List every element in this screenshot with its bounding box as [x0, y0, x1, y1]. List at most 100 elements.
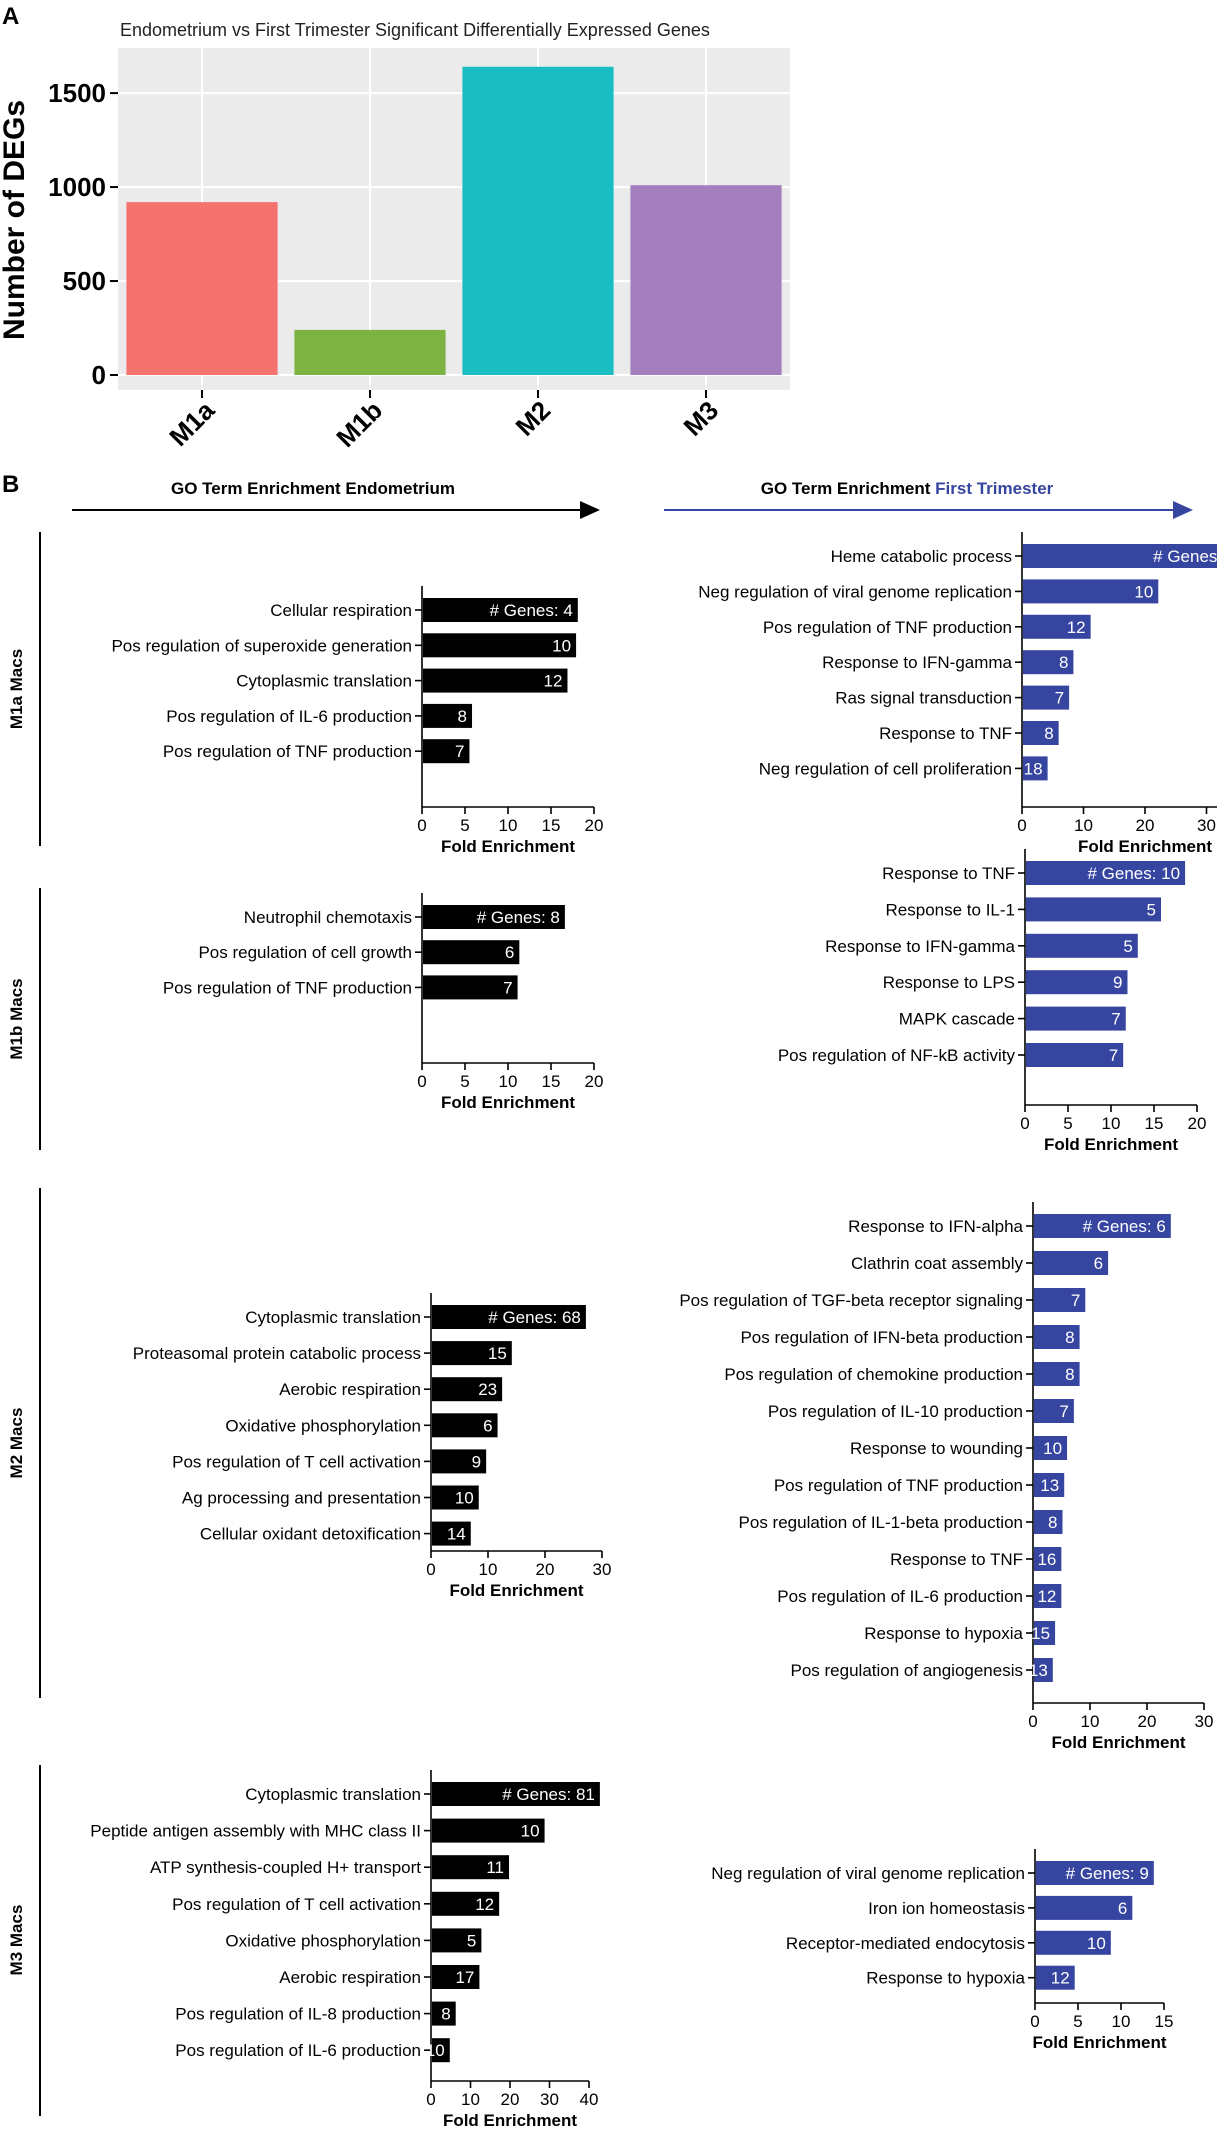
- x-tick-label: 15: [542, 816, 561, 835]
- enrichment-bar: [1034, 1325, 1080, 1349]
- deg-x-tick-label: M3: [677, 395, 724, 442]
- chart-m1b-ft: 0 5 10 15 20 Fold Enrichment Response to TNF # …: [778, 849, 1207, 1154]
- deg-y-axis-label: Number of DEGs: [0, 100, 31, 340]
- ft-header-highlight: First Trimester: [935, 479, 1053, 498]
- endometrium-header: GO Term Enrichment Endometrium: [171, 479, 455, 498]
- x-tick-label: 0: [426, 1560, 435, 1579]
- chart-m1a-endo: 0 5 10 15 20 Fold Enrichment Cellular respirat…: [111, 586, 603, 856]
- enrichment-bar: [432, 1521, 471, 1546]
- gene-count-label: 13: [1040, 1476, 1059, 1495]
- gene-count-label: 10: [1134, 582, 1153, 601]
- group-m3-label: M3 Macs: [7, 1905, 26, 1976]
- category-label: Pos regulation of T cell activation: [172, 1895, 421, 1914]
- enrichment-bar: [432, 1341, 512, 1366]
- enrichment-bar: [1023, 721, 1059, 745]
- gene-count-label: 15: [1031, 1624, 1050, 1643]
- gene-count-label: 10: [426, 2041, 445, 2060]
- category-label: Pos regulation of IL-1-beta production: [739, 1513, 1023, 1532]
- gene-count-label: 7: [503, 978, 512, 997]
- category-label: Response to TNF: [890, 1550, 1023, 1569]
- category-label: Oxidative phosphorylation: [225, 1931, 421, 1950]
- enrichment-bar: [1023, 685, 1070, 710]
- category-label: Pos regulation of chemokine production: [724, 1365, 1023, 1384]
- gene-count-label: # Genes: 9: [1066, 1864, 1149, 1883]
- gene-count-label: 23: [478, 1380, 497, 1399]
- enrichment-bar: [1034, 1510, 1063, 1534]
- category-label: Neg regulation of cell proliferation: [759, 759, 1012, 778]
- x-axis-label: Fold Enrichment: [441, 837, 575, 856]
- category-label: Response to IFN-gamma: [825, 937, 1015, 956]
- category-label: Receptor-mediated endocytosis: [786, 1934, 1025, 1953]
- chart-m1b-endo: 0 5 10 15 20 Fold Enrichment Neutrophil chemot…: [163, 893, 603, 1112]
- deg-bars: [126, 66, 782, 376]
- x-tick-label: 20: [536, 1560, 555, 1579]
- enrichment-bar: [1023, 579, 1159, 604]
- category-label: Response to wounding: [850, 1439, 1023, 1458]
- x-tick-label: 20: [1188, 1114, 1207, 1133]
- category-label: Pos regulation of NF-kB activity: [778, 1046, 1016, 1065]
- category-label: Cytoplasmic translation: [245, 1308, 421, 1327]
- enrichment-bar: [1036, 1930, 1111, 1955]
- x-tick-label: 10: [1112, 2012, 1131, 2031]
- category-label: Neg regulation of viral genome replicati…: [698, 582, 1012, 601]
- category-label: Peptide antigen assembly with MHC class …: [90, 1822, 421, 1841]
- x-axis-label: Fold Enrichment: [1044, 1135, 1178, 1154]
- enrichment-bar: [1023, 544, 1217, 568]
- group-m3: M3 Macs: [7, 1765, 41, 2116]
- enrichment-bar: [432, 1449, 487, 1474]
- enrichment-bar: [1034, 1658, 1053, 1682]
- gene-count-label: 11: [486, 1858, 504, 1877]
- enrichment-bar: [432, 1413, 498, 1438]
- category-label: Pos regulation of cell growth: [198, 943, 412, 962]
- category-label: ATP synthesis-coupled H+ transport: [150, 1858, 421, 1877]
- gene-count-label: 6: [505, 943, 514, 962]
- category-label: Cytoplasmic translation: [236, 672, 412, 691]
- category-label: Aerobic respiration: [279, 1380, 421, 1399]
- category-label: Proteasomal protein catabolic process: [133, 1344, 421, 1363]
- enrichment-bar: [1034, 1399, 1074, 1423]
- gene-count-label: 17: [455, 1968, 474, 1987]
- gene-count-label: 5: [1147, 900, 1156, 919]
- deg-bar-m1b: [294, 329, 446, 375]
- x-tick-label: 0: [417, 816, 426, 835]
- category-label: Ag processing and presentation: [182, 1489, 421, 1508]
- enrichment-bar: [1026, 861, 1186, 885]
- panel-label-a: A: [2, 3, 19, 30]
- gene-count-label: 8: [1044, 724, 1053, 743]
- category-label: Neg regulation of viral genome replicati…: [711, 1864, 1025, 1883]
- gene-count-label: # Genes: 4: [490, 601, 573, 620]
- category-label: Cellular oxidant detoxification: [200, 1525, 421, 1544]
- ft-header-prefix: GO Term Enrichment: [761, 479, 935, 498]
- category-label: Neutrophil chemotaxis: [244, 908, 412, 927]
- category-label: Response to IL-1: [886, 900, 1015, 919]
- x-tick-label: 0: [1028, 1712, 1037, 1731]
- x-tick-label: 0: [1017, 816, 1026, 835]
- gene-count-label: 15: [488, 1344, 507, 1363]
- first-trimester-arrow-head: [1173, 501, 1193, 519]
- chart-m3-ft: 0 5 10 15 Fold Enrichment Neg regulation of v…: [711, 1849, 1173, 2052]
- enrichment-bar: [1034, 1436, 1068, 1460]
- gene-count-label: 8: [1048, 1513, 1057, 1532]
- gene-count-label: 8: [441, 2005, 450, 2024]
- deg-y-tick-label: 0: [92, 360, 106, 390]
- enrichment-bar: [1023, 614, 1091, 639]
- group-m1a: M1a Macs: [7, 532, 41, 846]
- enrichment-bar: [423, 975, 518, 1000]
- category-label: Pos regulation of IL-6 production: [175, 2041, 421, 2060]
- gene-count-label: # Genes: 10: [1087, 864, 1180, 883]
- x-tick-label: 15: [1145, 1114, 1164, 1133]
- gene-count-label: 16: [1037, 1550, 1056, 1569]
- gene-count-label: 12: [475, 1895, 494, 1914]
- enrichment-bar: [1034, 1473, 1065, 1497]
- category-label: Response to IFN-gamma: [822, 653, 1012, 672]
- enrichment-bar: [423, 703, 473, 728]
- gene-count-label: 9: [472, 1452, 481, 1471]
- gene-count-label: 10: [455, 1489, 474, 1508]
- enrichment-bar: [432, 1377, 503, 1402]
- x-tick-label: 5: [1073, 2012, 1082, 2031]
- gene-count-label: # Genes: 68: [488, 1308, 581, 1327]
- deg-bar-m1a: [126, 202, 278, 375]
